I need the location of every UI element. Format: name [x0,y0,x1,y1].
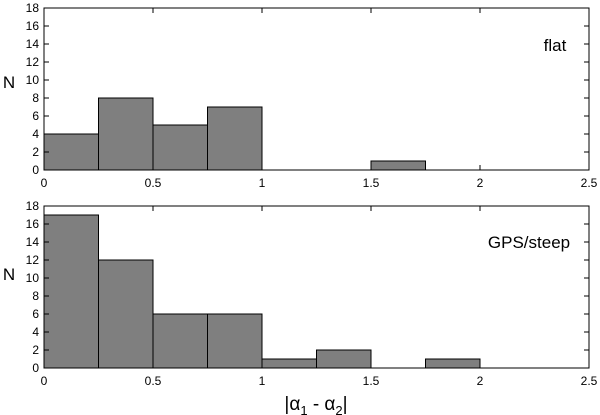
x-tick-label: 2 [477,176,484,190]
y-tick-label: 10 [26,271,40,285]
x-tick-label: 1 [259,374,266,388]
histogram-bar [261,358,317,369]
histogram-bar [43,214,99,369]
y-tick-label: 14 [26,37,40,51]
x-tick-label: 1.5 [363,176,380,190]
histogram-bar [152,124,208,171]
histogram-bar [207,313,263,369]
x-tick-label: 1.5 [363,374,380,388]
y-tick-label: 14 [26,235,40,249]
x-tick-label: 0 [41,374,48,388]
x-tick-label: 0.5 [145,374,162,388]
x-tick-label: 2.5 [581,374,598,388]
histogram-panel-gps-steep: 0 2 4 6 8 10 12 14 16 18 0 0.5 1 1.5 2 2.5 N GPS/steep [3,199,598,388]
y-tick-label: 12 [26,253,40,267]
x-tick-label: 1 [259,176,266,190]
y-tick-label: 8 [32,289,39,303]
x-axis-label: |α1 - α2| [284,394,347,415]
histogram-bar [152,313,208,369]
histogram-bar [98,97,154,171]
histogram-bar [43,133,99,171]
y-tick-label: 18 [26,199,40,213]
y-tick-label: 0 [32,163,39,177]
y-tick-label: 18 [26,1,40,15]
y-tick-label: 4 [32,325,39,339]
y-tick-label: 2 [32,343,39,357]
y-tick-label: 8 [32,91,39,105]
x-tick-label: 2 [477,374,484,388]
x-tick-label: 2.5 [581,176,598,190]
y-tick-label: 12 [26,55,40,69]
y-tick-label: 4 [32,127,39,141]
histogram-bar [316,349,372,369]
histogram-bar [425,358,481,369]
y-axis-label: N [3,265,15,284]
y-tick-label: 6 [32,307,39,321]
y-tick-label: 16 [26,19,40,33]
y-tick-label: 6 [32,109,39,123]
panel-label: flat [544,36,567,55]
x-tick-label: 0.5 [145,176,162,190]
y-tick-label: 16 [26,217,40,231]
plot-frame [43,205,590,369]
panel-label: GPS/steep [488,233,570,252]
histogram-bar [370,160,426,171]
x-tick-label: 0 [41,176,48,190]
histogram-bar [98,259,154,369]
histogram-bar [207,106,263,171]
y-tick-label: 10 [26,73,40,87]
y-axis-label: N [3,73,15,92]
y-tick-label: 2 [32,145,39,159]
y-tick-label: 0 [32,361,39,375]
plot-frame [43,7,590,171]
